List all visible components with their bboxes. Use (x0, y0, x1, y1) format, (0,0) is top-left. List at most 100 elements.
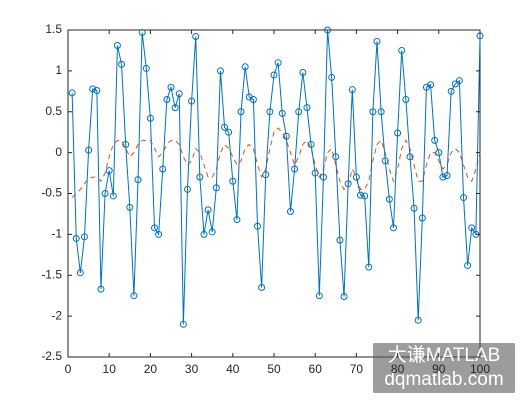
y-tick-label: 1.5 (45, 22, 62, 36)
x-tick-label: 90 (432, 362, 446, 376)
x-tick-label: 40 (226, 362, 240, 376)
data-point (155, 230, 163, 238)
data-point (72, 234, 80, 242)
data-point (439, 173, 447, 181)
data-point (266, 108, 274, 116)
y-tick-label: 1 (55, 63, 62, 77)
data-point (113, 42, 121, 50)
data-point (464, 261, 472, 269)
data-point (109, 192, 117, 200)
data-point (183, 185, 191, 193)
data-point (233, 216, 241, 224)
data-point (299, 69, 307, 77)
data-point (76, 269, 84, 277)
data-point (249, 95, 257, 103)
data-point (427, 81, 435, 89)
data-point (381, 157, 389, 165)
data-point (324, 26, 332, 34)
y-tick-label: -1 (51, 227, 62, 241)
data-point (328, 73, 336, 81)
data-point (221, 123, 229, 131)
data-point (204, 206, 212, 214)
data-point (151, 224, 159, 232)
x-tick-label: 80 (391, 362, 405, 376)
data-point (208, 228, 216, 236)
data-point (142, 64, 150, 72)
data-point (237, 108, 245, 116)
data-point (258, 284, 266, 292)
data-point (200, 230, 208, 238)
data-point (105, 167, 113, 175)
data-point (332, 153, 340, 161)
data-point (319, 173, 327, 181)
y-tick-label: -2.5 (41, 349, 62, 363)
y-tick-label: -2 (51, 308, 62, 322)
data-point (278, 109, 286, 117)
data-point (254, 222, 262, 230)
data-point (130, 292, 138, 300)
data-point (352, 173, 360, 181)
data-point (295, 108, 303, 116)
data-point (89, 85, 97, 93)
data-point (196, 173, 204, 181)
data-point (286, 207, 294, 215)
data-point (241, 63, 249, 71)
data-point (212, 184, 220, 192)
data-point (179, 320, 187, 328)
data-point (126, 203, 134, 211)
data-point (447, 87, 455, 95)
data-point (361, 192, 369, 200)
data-point (435, 149, 443, 157)
data-point (398, 46, 406, 54)
data-point (357, 191, 365, 199)
data-point (394, 129, 402, 137)
data-point (134, 176, 142, 184)
data-point (163, 95, 171, 103)
data-point (336, 236, 344, 244)
series-line (71, 127, 481, 198)
data-point (373, 37, 381, 45)
data-point (188, 97, 196, 105)
data-point (365, 263, 373, 271)
data-point (282, 132, 290, 140)
plot-area (67, 29, 481, 358)
watermark-url: dqmatlab.com (384, 369, 503, 390)
x-tick-label: 30 (185, 362, 199, 376)
watermark-title: 大谦MATLAB (388, 344, 501, 366)
data-point (389, 224, 397, 232)
data-point (340, 293, 348, 301)
data-point (122, 140, 130, 148)
data-point (303, 104, 311, 112)
data-point (146, 114, 154, 122)
data-point (307, 140, 315, 148)
y-tick-label: -1.5 (41, 267, 62, 281)
x-tick-label: 60 (309, 362, 323, 376)
data-point (369, 108, 377, 116)
data-point (175, 90, 183, 98)
data-point (97, 285, 105, 293)
x-tick-label: 0 (65, 362, 72, 376)
data-point (192, 33, 200, 41)
data-point (377, 108, 385, 116)
data-point (385, 195, 393, 203)
series-line (71, 29, 481, 325)
y-tick-label: 0.5 (45, 104, 62, 118)
data-point (274, 59, 282, 67)
data-point (468, 224, 476, 232)
data-point (270, 71, 278, 79)
data-point (68, 89, 76, 97)
y-tick-label: 0 (55, 145, 62, 159)
x-tick-label: 50 (267, 362, 281, 376)
data-point (406, 153, 414, 161)
x-tick-label: 100 (470, 362, 490, 376)
x-tick-label: 20 (144, 362, 158, 376)
data-point (101, 190, 109, 197)
data-point (171, 104, 179, 112)
y-tick-label: -0.5 (41, 186, 62, 200)
data-point (418, 214, 426, 222)
data-point (216, 67, 224, 75)
data-point (85, 146, 93, 154)
data-point (431, 136, 439, 144)
data-point (460, 194, 468, 202)
